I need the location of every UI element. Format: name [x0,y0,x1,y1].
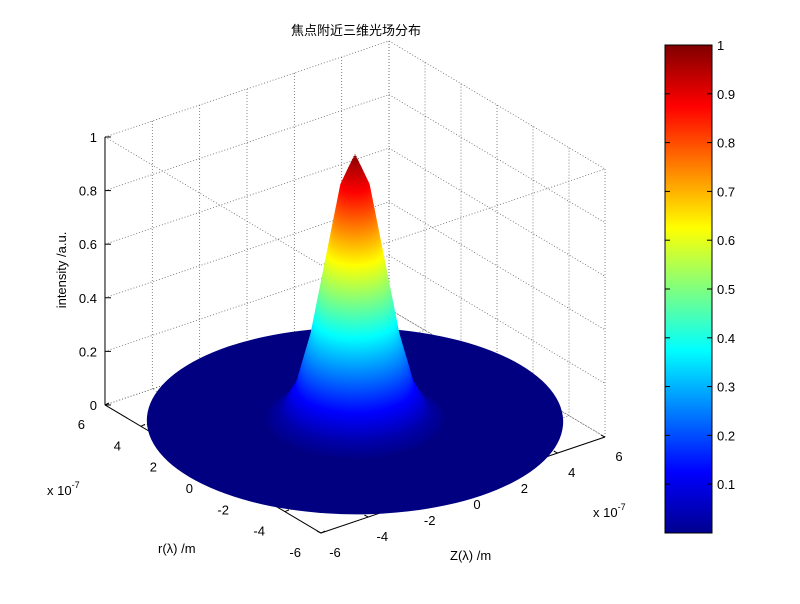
x-tick-label: -6 [329,545,341,560]
y-tick-label: 2 [150,460,157,475]
y-tick-label: 4 [114,438,121,453]
grid-line [389,148,605,276]
chart-title: 焦点附近三维光场分布 [291,24,421,39]
x-tick [554,451,558,453]
y-tick-label: -4 [253,524,265,539]
x-tick [601,435,605,437]
colorbar-tick-label: 0.1 [717,477,735,492]
y-tick-label: -2 [217,502,229,517]
x-axis-label: Z(λ) /m [450,548,491,563]
x-tick-label: 4 [568,465,575,480]
colorbar: 0.1 0.2 0.3 0.4 0.5 0.6 0.7 0.8 0.9 1 [665,38,735,533]
colorbar-gradient [665,45,712,533]
colorbar-tick-label: 0.8 [717,136,735,151]
y-tick-label: -6 [289,545,301,560]
x-tick [364,515,368,517]
x-tick-label: 0 [473,497,480,512]
x-tick-label: 6 [615,449,622,464]
z-tick-label: 0.2 [79,344,97,359]
intensity-surface [63,153,646,551]
colorbar-tick-label: 0.6 [717,233,735,248]
x-tick-label: -2 [424,513,436,528]
colorbar-tick-label: 0.5 [717,282,735,297]
grid-line [389,95,605,223]
y-tick-label: 0 [186,481,193,496]
z-tick-label: 0.4 [79,291,97,306]
x-tick-label: 2 [521,481,528,496]
colorbar-tick-label: 0.4 [717,331,735,346]
y-tick-label: 6 [78,417,85,432]
grid-line [389,202,605,330]
z-tick-label: 0.6 [79,237,97,252]
z-tick-label: 0 [90,398,97,413]
y-axis-label: r(λ) /m [158,541,196,556]
surface-slice [354,154,357,155]
colorbar-tick-label: 1 [717,38,724,53]
z-tick-label: 0.8 [79,184,97,199]
colorbar-tick-label: 0.3 [717,380,735,395]
x-tick-label: -4 [377,529,389,544]
y-axis-exponent: x 10-7 [47,480,80,498]
z-tick-label: 1 [90,130,97,145]
z-axis-label: intensity /a.u. [54,232,69,309]
colorbar-tick-label: 0.9 [717,87,735,102]
surface-slice [353,156,358,158]
colorbar-tick-label: 0.7 [717,184,735,199]
colorbar-tick-label: 0.2 [717,428,735,443]
grid-line [105,137,321,265]
x-axis-exponent: x 10-7 [593,502,626,520]
